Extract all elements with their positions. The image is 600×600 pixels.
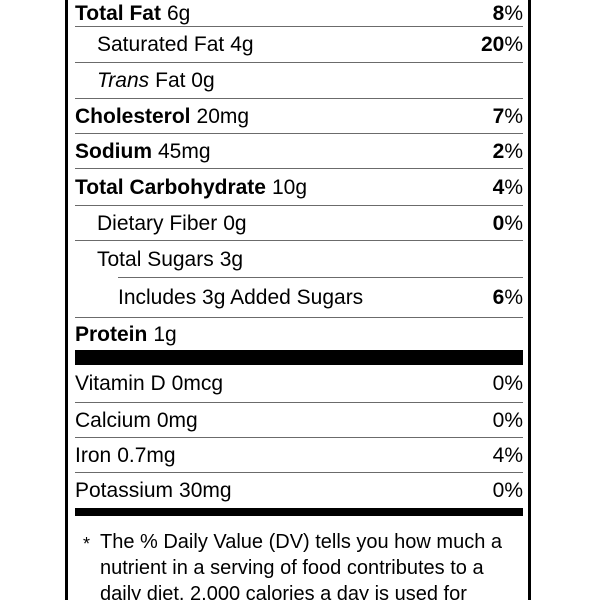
row-added-sugars: Includes 3g Added Sugars 6% <box>75 278 523 318</box>
nutrition-facts-label: Total Fat 6g 8% Saturated Fat 4g 20% Trans… <box>65 0 531 600</box>
daily-value: 0% <box>493 213 523 234</box>
row-total-fat: Total Fat 6g 8% <box>75 0 523 27</box>
daily-value-number: 8 <box>492 1 505 25</box>
row-potassium: Potassium 30mg 0% <box>75 473 523 508</box>
nutrient-name: Includes 3g Added Sugars <box>118 286 364 309</box>
row-total-sugars: Total Sugars 3g <box>75 241 523 277</box>
row-vitamin-d: Vitamin D 0mcg 0% <box>75 365 523 403</box>
nutrient-amount: Fat 0g <box>155 69 215 92</box>
nutrient-label: Sodium 45mg <box>75 141 211 162</box>
daily-value: 7% <box>493 106 523 127</box>
percent-sign: % <box>504 175 523 199</box>
nutrient-amount: 0mg <box>156 408 198 432</box>
nutrient-name: Total Fat <box>75 1 161 25</box>
divider-indented <box>118 277 523 278</box>
daily-value-number: 4 <box>492 175 505 199</box>
row-iron: Iron 0.7mg 4% <box>75 438 523 473</box>
nutrient-name: Calcium <box>75 408 151 432</box>
daily-value-number: 0 <box>492 408 505 432</box>
daily-value: 6% <box>493 287 523 308</box>
daily-value: 4% <box>493 177 523 198</box>
daily-value-number: 0 <box>492 372 505 395</box>
daily-value-number: 6 <box>492 286 505 309</box>
nutrient-amount: 10g <box>271 175 308 199</box>
row-protein: Protein 1g <box>75 318 523 350</box>
nutrient-amount: 6g <box>166 1 191 25</box>
nutrient-label: Saturated Fat 4g <box>75 34 254 55</box>
nutrient-label: Trans Fat 0g <box>75 70 215 91</box>
daily-value-number: 7 <box>492 104 505 128</box>
row-calcium: Calcium 0mg 0% <box>75 403 523 438</box>
separator-bar-medium <box>75 508 523 516</box>
row-sodium: Sodium 45mg 2% <box>75 134 523 169</box>
footnote-line: daily diet. 2,000 calories a day is used… <box>100 583 467 600</box>
nutrient-amount: 45mg <box>158 139 211 163</box>
daily-value-number: 0 <box>492 479 505 502</box>
nutrient-label: Total Carbohydrate 10g <box>75 177 307 198</box>
nutrient-name: Vitamin D <box>75 372 166 395</box>
percent-sign: % <box>504 104 523 128</box>
nutrient-label: Total Sugars 3g <box>75 249 243 270</box>
nutrient-label: Protein 1g <box>75 324 177 345</box>
nutrient-name: Sodium <box>75 139 152 163</box>
nutrient-amount: 0mcg <box>171 372 224 395</box>
percent-sign: % <box>504 408 523 432</box>
row-saturated-fat: Saturated Fat 4g 20% <box>75 27 523 63</box>
nutrient-name: Iron <box>75 443 112 467</box>
percent-sign: % <box>504 479 523 502</box>
daily-value: 0% <box>493 480 523 501</box>
nutrient-amount: 3g <box>219 247 244 271</box>
nutrient-name: Saturated Fat <box>97 33 225 56</box>
daily-value: 0% <box>493 410 523 431</box>
nutrient-name: Cholesterol <box>75 104 191 128</box>
nutrient-label: Includes 3g Added Sugars <box>75 287 369 308</box>
nutrient-name: Dietary Fiber <box>97 211 218 235</box>
nutrient-label: Vitamin D 0mcg <box>75 373 223 394</box>
nutrient-amount: 0.7mg <box>117 443 176 467</box>
daily-value-number: 4 <box>492 443 505 467</box>
nutrient-label: Calcium 0mg <box>75 410 198 431</box>
percent-sign: % <box>504 139 523 163</box>
footnote-asterisk: * <box>83 534 91 554</box>
daily-value: 8% <box>493 3 523 24</box>
nutrient-name: Total Sugars <box>97 247 214 271</box>
nutrient-amount: 30mg <box>179 479 232 502</box>
nutrient-amount: 0g <box>223 211 247 235</box>
nutrient-label: Total Fat 6g <box>75 3 190 24</box>
nutrient-label: Iron 0.7mg <box>75 445 176 466</box>
row-cholesterol: Cholesterol 20mg 7% <box>75 99 523 134</box>
percent-sign: % <box>504 1 523 25</box>
row-dietary-fiber: Dietary Fiber 0g 0% <box>75 206 523 241</box>
percent-sign: % <box>504 286 523 309</box>
nutrient-label: Cholesterol 20mg <box>75 106 249 127</box>
nutrient-amount: 4g <box>230 33 254 56</box>
separator-bar-thick <box>75 350 523 365</box>
nutrient-amount: 1g <box>153 322 177 346</box>
percent-sign: % <box>504 33 523 56</box>
row-trans-fat: Trans Fat 0g <box>75 63 523 99</box>
nutrient-name: Protein <box>75 322 148 346</box>
row-total-carbohydrate: Total Carbohydrate 10g 4% <box>75 169 523 206</box>
nutrient-label: Dietary Fiber 0g <box>75 213 247 234</box>
footnote-line: The % Daily Value (DV) tells you how muc… <box>100 531 503 553</box>
nutrient-name: Potassium <box>75 479 174 502</box>
daily-value: 0% <box>493 373 523 394</box>
daily-value: 2% <box>493 141 523 162</box>
nutrient-amount: 20mg <box>196 104 250 128</box>
percent-sign: % <box>504 211 523 235</box>
percent-sign: % <box>504 372 523 395</box>
daily-value: 4% <box>493 445 523 466</box>
nutrient-label: Potassium 30mg <box>75 480 232 501</box>
nutrient-name: Trans <box>97 69 150 92</box>
daily-value-number: 2 <box>492 139 505 163</box>
daily-value: 20% <box>481 34 523 55</box>
footnote-line: nutrient in a serving of food contribute… <box>100 557 484 579</box>
footnote: * The % Daily Value (DV) tells you how m… <box>75 516 523 600</box>
daily-value-number: 0 <box>492 211 505 235</box>
daily-value-number: 20 <box>480 33 505 56</box>
nutrient-name: Total Carbohydrate <box>75 175 266 199</box>
percent-sign: % <box>504 443 523 467</box>
